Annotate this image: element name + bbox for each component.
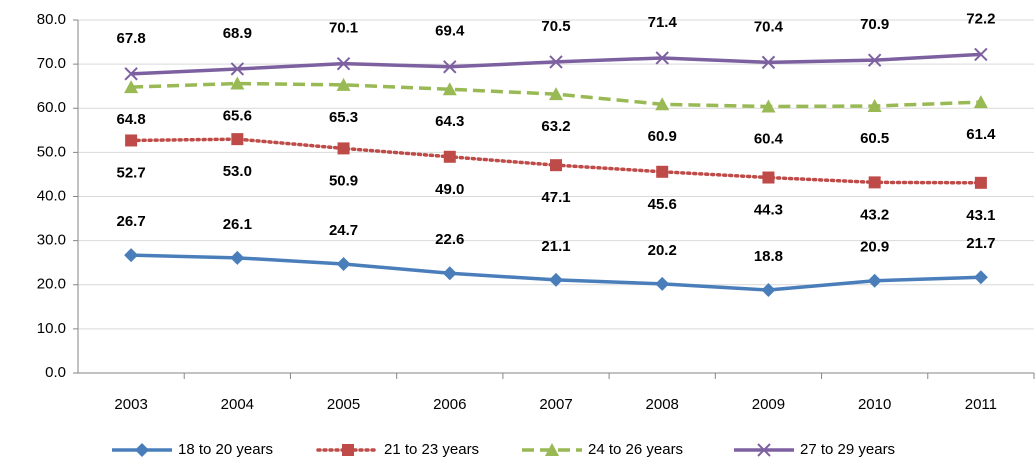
legend-marker [757,443,771,457]
data-label: 20.2 [648,242,677,259]
data-label: 44.3 [754,201,783,218]
data-label: 43.2 [860,206,889,223]
point-marker [973,270,988,285]
y-tick-label: 60.0 [37,99,66,116]
point-marker [973,95,988,109]
x-tick-label: 2005 [327,396,360,413]
legend-marker [545,443,559,456]
data-label: 50.9 [329,172,358,189]
point-marker [124,80,139,94]
data-label: 72.2 [966,10,995,27]
x-tick-label: 2003 [114,396,147,413]
data-label: 20.9 [860,239,889,256]
data-label: 60.5 [860,130,889,147]
point-marker [443,150,456,163]
point-marker [868,176,881,189]
point-marker [336,56,351,71]
x-tick-label: 2004 [221,396,254,413]
x-tick-label: 2008 [646,396,679,413]
y-tick-label: 40.0 [37,187,66,204]
data-label: 47.1 [541,189,570,206]
point-marker [230,250,245,265]
data-label: 69.4 [435,23,465,40]
x-tick-label: 2011 [965,396,997,413]
data-label: 70.1 [329,20,358,37]
point-marker [655,51,669,65]
point-marker [231,133,244,146]
data-label: 65.6 [223,108,252,125]
x-tick-label: 2006 [433,396,466,413]
data-label: 70.5 [541,18,570,35]
y-tick-label: 80.0 [37,11,66,28]
y-tick-label: 30.0 [37,232,66,249]
point-marker [550,159,562,172]
y-tick-label: 0.0 [45,364,66,381]
data-label: 70.9 [860,16,889,33]
data-label: 21.1 [541,238,570,255]
y-tick-label: 10.0 [37,320,66,337]
data-label: 68.9 [223,25,252,42]
point-marker [549,272,563,287]
data-label: 24.7 [329,222,358,239]
point-marker [761,99,776,113]
data-label: 65.3 [329,109,358,126]
point-marker [442,266,457,281]
data-label: 52.7 [117,164,146,181]
data-label: 70.4 [754,18,784,35]
point-marker [762,171,775,184]
x-tick-label: 2009 [752,396,785,413]
point-marker [655,97,670,111]
point-marker [230,76,245,90]
data-label: 49.0 [435,181,464,198]
legend-label: 27 to 29 years [800,441,895,458]
legend-label: 24 to 26 years [588,441,683,458]
y-tick-label: 20.0 [37,276,66,293]
data-label: 71.4 [648,14,678,31]
y-tick-label: 50.0 [37,143,66,160]
point-marker [867,99,882,113]
point-marker [655,276,670,291]
point-marker [761,283,776,298]
data-label: 64.8 [117,111,146,128]
data-label: 53.0 [223,163,252,180]
data-label: 60.4 [754,130,784,147]
point-marker [443,60,457,74]
point-marker [125,134,138,147]
data-label: 64.3 [435,113,464,130]
data-label: 60.9 [648,128,677,145]
legend-marker [342,444,354,456]
data-label: 26.1 [223,216,252,233]
point-marker [549,55,563,69]
data-label: 63.2 [541,118,570,135]
data-label: 45.6 [648,196,677,213]
legend-label: 18 to 20 years [178,441,273,458]
point-marker [867,273,882,288]
y-tick-label: 70.0 [37,55,66,72]
legend-marker [135,443,149,457]
point-marker [656,165,669,178]
point-marker [336,77,351,91]
point-marker [974,176,987,189]
point-marker [124,67,138,81]
point-marker [442,82,457,96]
point-marker [974,47,988,62]
data-label: 43.1 [966,207,995,224]
data-label: 18.8 [754,248,783,265]
data-label: 67.8 [117,30,146,47]
point-marker [549,87,563,101]
data-label: 21.7 [966,235,995,252]
legend-label: 21 to 23 years [384,441,479,458]
point-marker [337,142,350,155]
data-label: 22.6 [435,231,464,248]
x-tick-label: 2007 [539,396,572,413]
data-label: 26.7 [117,213,146,230]
data-label: 61.4 [966,126,996,143]
point-marker [867,53,882,67]
point-marker [761,55,776,70]
point-marker [336,257,351,272]
point-marker [124,248,139,263]
point-marker [230,62,245,76]
x-tick-label: 2010 [858,396,891,413]
